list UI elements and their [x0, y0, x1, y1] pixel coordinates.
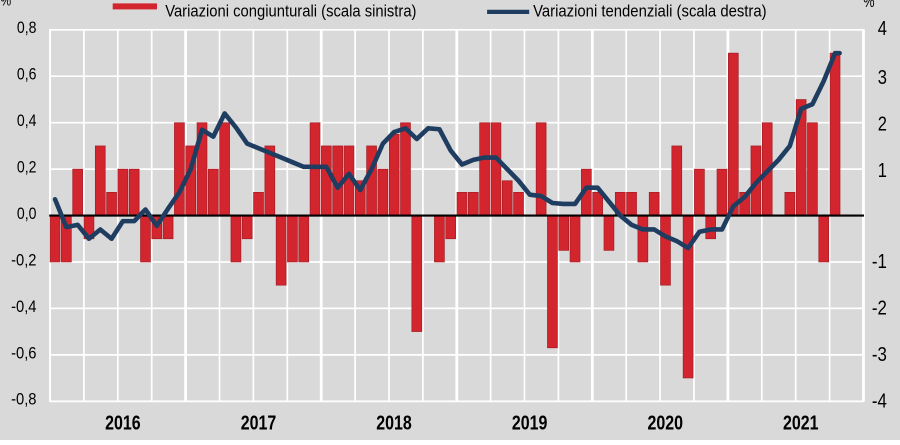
svg-text:-0,4: -0,4	[11, 297, 36, 316]
svg-text:-1: -1	[872, 251, 887, 273]
svg-text:-3: -3	[872, 344, 887, 366]
svg-text:-4: -4	[872, 390, 887, 412]
svg-text:2016: 2016	[105, 413, 141, 435]
svg-text:2: 2	[878, 114, 887, 136]
svg-text:3: 3	[878, 67, 887, 89]
svg-text:-2: -2	[872, 297, 887, 319]
svg-text:0,0: 0,0	[17, 204, 37, 223]
svg-text:0,2: 0,2	[17, 158, 37, 177]
svg-text:%: %	[1, 0, 12, 10]
svg-text:Variazioni congiunturali (scal: Variazioni congiunturali (scala sinistra…	[165, 2, 416, 21]
svg-text:Variazioni tendenziali (scala: Variazioni tendenziali (scala destra)	[533, 2, 767, 21]
svg-text:2021: 2021	[783, 413, 819, 435]
svg-text:-0,8: -0,8	[11, 390, 36, 409]
svg-text:0,4: 0,4	[17, 111, 37, 130]
svg-text:2020: 2020	[647, 413, 683, 435]
svg-text:%: %	[863, 0, 875, 11]
svg-text:0,8: 0,8	[17, 18, 37, 37]
svg-text:4: 4	[878, 18, 887, 40]
svg-text:2018: 2018	[376, 413, 412, 435]
svg-text:2019: 2019	[512, 413, 548, 435]
svg-text:0,6: 0,6	[17, 65, 37, 84]
svg-text:2017: 2017	[241, 413, 277, 435]
svg-text:-0,2: -0,2	[11, 250, 36, 269]
svg-text:1: 1	[878, 160, 887, 182]
svg-text:-0,6: -0,6	[11, 343, 36, 362]
